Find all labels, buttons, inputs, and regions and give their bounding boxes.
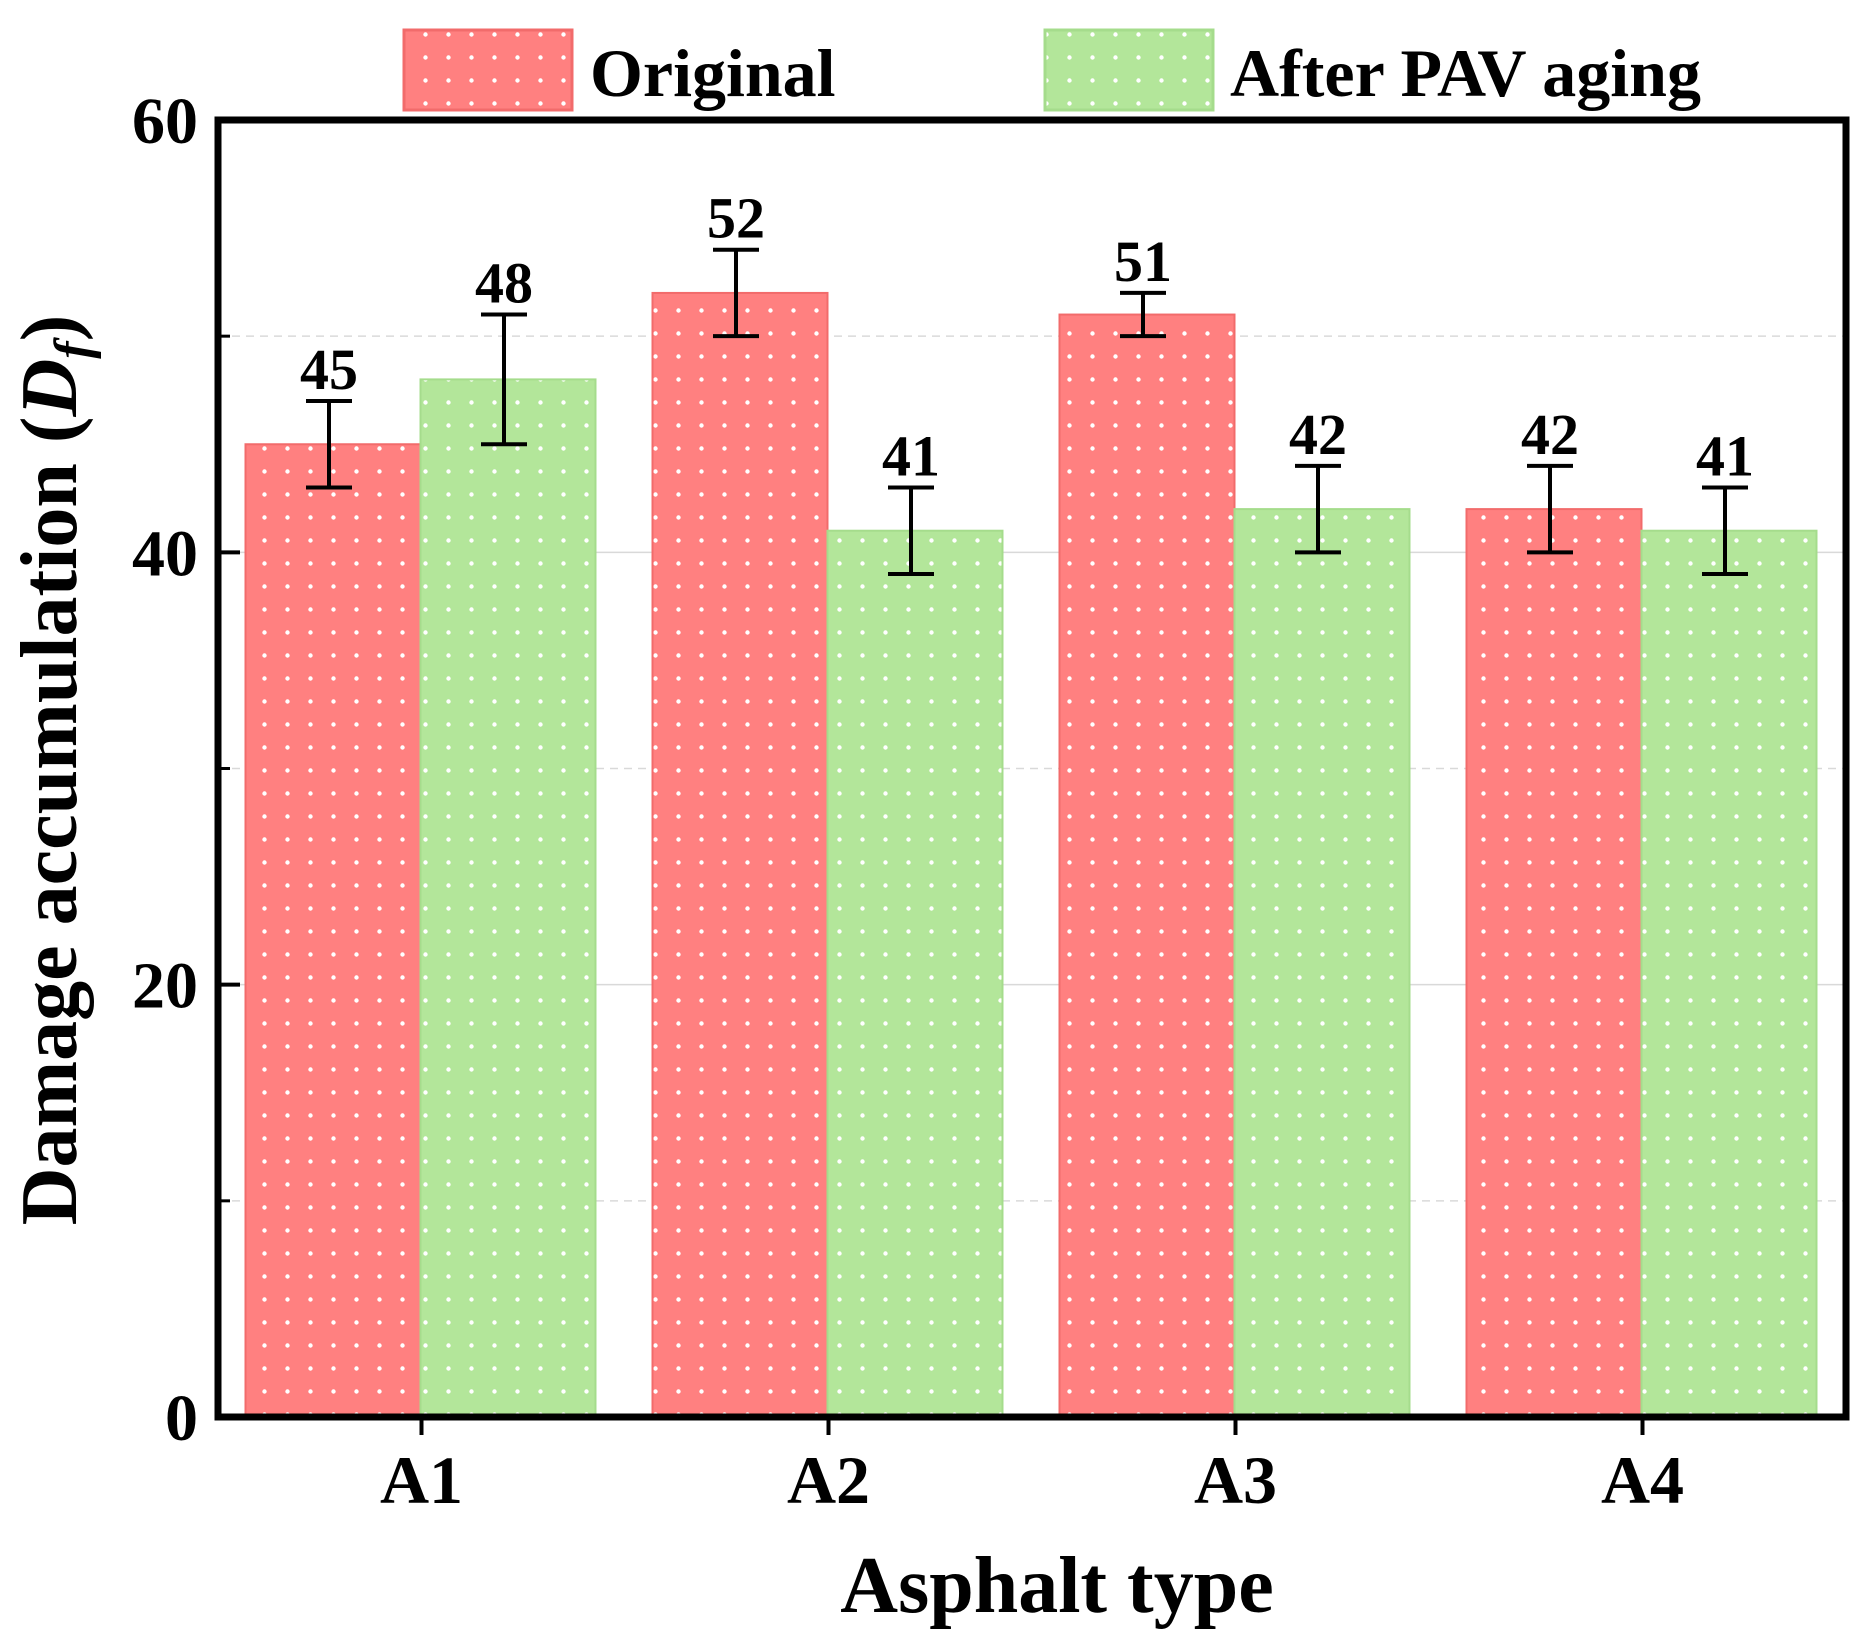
y-axis-title-close: ) xyxy=(6,315,94,342)
y-tick-label: 60 xyxy=(132,85,198,158)
x-tick-label: A3 xyxy=(1194,1442,1277,1518)
y-tick-label: 20 xyxy=(132,950,198,1023)
data-label: 41 xyxy=(882,423,940,488)
data-label: 48 xyxy=(475,251,533,316)
y-tick-label: 0 xyxy=(165,1382,198,1455)
bar-a2-original xyxy=(651,291,829,1418)
y-axis-title-symbol: D xyxy=(6,359,94,418)
legend-swatch-original xyxy=(402,28,574,112)
data-label: 51 xyxy=(1114,229,1172,294)
x-axis-title: Asphalt type xyxy=(840,1542,1273,1630)
y-tick-label: 40 xyxy=(132,517,198,590)
data-labels: 45 48 52 41 51 42 42 41 xyxy=(300,186,1754,489)
bars xyxy=(244,291,1818,1419)
data-label: 42 xyxy=(1521,402,1579,467)
legend: Original After PAV aging xyxy=(402,28,1701,112)
data-label: 41 xyxy=(1696,423,1754,488)
data-label: 45 xyxy=(300,337,358,402)
bar-a4-original xyxy=(1465,508,1643,1419)
y-axis-title: Damage accumulation (Df) xyxy=(6,315,102,1226)
x-tick-label: A1 xyxy=(380,1442,463,1518)
y-axis-ticks: 0 20 40 60 xyxy=(132,85,240,1455)
data-label: 42 xyxy=(1289,402,1347,467)
y-axis-title-main: Damage accumulation ( xyxy=(6,416,94,1225)
bar-a4-after-pav xyxy=(1640,529,1818,1418)
error-bars xyxy=(306,247,1748,576)
bar-a3-original xyxy=(1058,313,1236,1418)
data-label: 52 xyxy=(707,186,765,251)
x-axis-ticks: A1 A2 A3 A4 xyxy=(380,1417,1684,1518)
bar-a2-after-pav xyxy=(826,529,1004,1418)
y-axis-title-subscript: f xyxy=(45,337,102,359)
bar-a3-after-pav xyxy=(1233,508,1411,1419)
bar-a1-original xyxy=(244,443,422,1418)
legend-label-original: Original xyxy=(590,35,836,111)
bar-a1-after-pav xyxy=(419,378,597,1418)
x-tick-label: A4 xyxy=(1601,1442,1684,1518)
x-tick-label: A2 xyxy=(787,1442,870,1518)
legend-label-aged: After PAV aging xyxy=(1230,35,1701,111)
legend-swatch-aged xyxy=(1043,28,1215,112)
